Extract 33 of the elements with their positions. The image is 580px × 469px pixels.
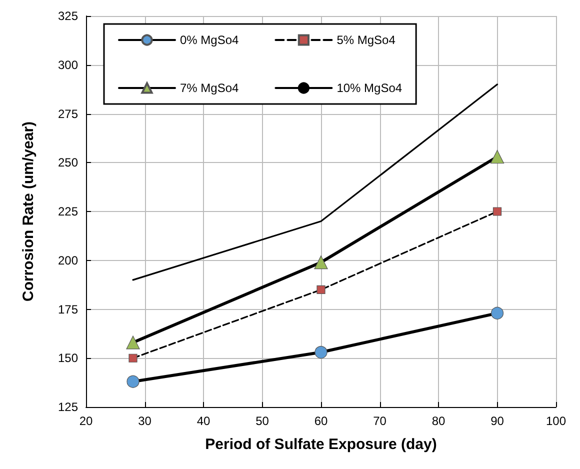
y-tick-label: 225 (58, 204, 78, 218)
x-tick-label: 80 (432, 414, 446, 428)
x-tick-label: 20 (79, 414, 93, 428)
point (314, 256, 328, 270)
y-tick-label: 250 (58, 156, 78, 170)
legend-label: 5% MgSo4 (336, 33, 396, 47)
x-tick-label: 100 (546, 414, 566, 428)
y-axis-title: Corrosion Rate (um/year) (20, 121, 37, 302)
y-tick-label: 125 (58, 400, 78, 414)
y-tick-label: 150 (58, 351, 78, 366)
x-tick-label: 70 (373, 414, 387, 428)
x-tick-label: 50 (256, 414, 270, 428)
x-tick-label: 90 (490, 414, 504, 428)
y-tick-label: 275 (58, 106, 78, 121)
point (492, 207, 502, 216)
x-tick-label: 60 (314, 414, 328, 428)
y-tick-label: 175 (58, 302, 78, 316)
x-tick-label: 30 (138, 414, 152, 428)
point (316, 285, 326, 294)
y-tick-label: 300 (58, 58, 78, 72)
legend-label: 0% MgSo4 (180, 33, 240, 47)
legend-label: 7% MgSo4 (180, 81, 240, 95)
point (490, 150, 504, 164)
point (314, 346, 328, 359)
x-axis-title: Period of Sulfate Exposure (day) (205, 436, 437, 453)
y-tick-label: 200 (58, 253, 78, 268)
point (126, 375, 140, 388)
legend-label: 10% MgSo4 (336, 81, 402, 95)
x-tick-label: 40 (196, 414, 210, 428)
point (126, 336, 140, 350)
point (128, 354, 138, 362)
y-tick-label: 325 (58, 9, 78, 23)
point (490, 306, 504, 320)
